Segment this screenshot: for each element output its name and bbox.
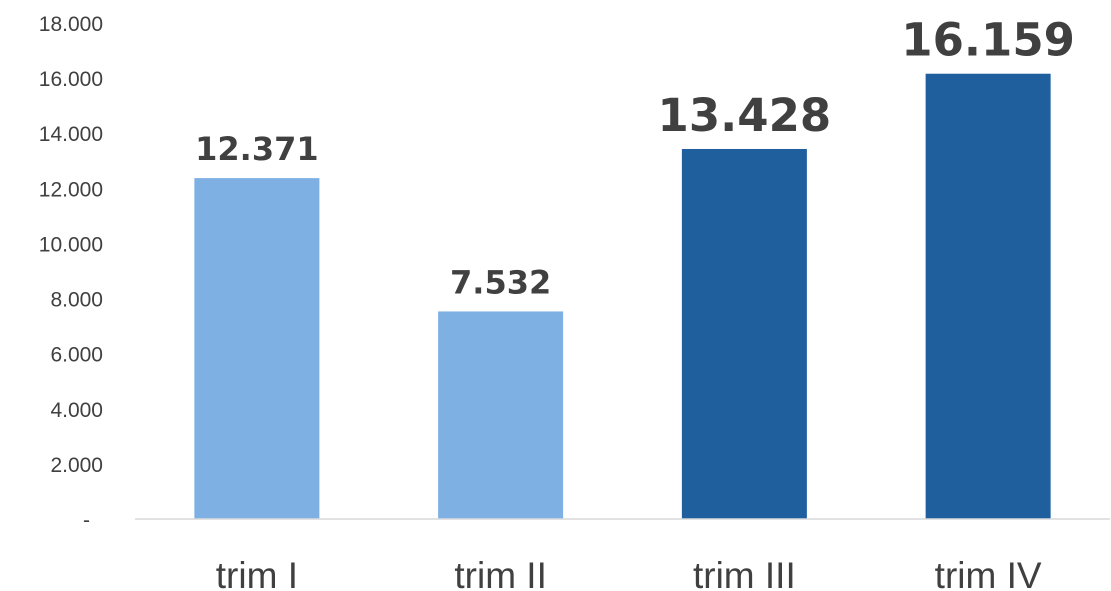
y-axis: - 2.000 4.000 6.000 8.000 10.000 12.000 14.000 1…	[39, 13, 103, 532]
x-tick-label: trim III	[693, 555, 796, 591]
y-tick-label: 8.000	[50, 289, 103, 312]
bar	[194, 178, 320, 519]
y-tick-label: 10.000	[39, 233, 103, 256]
bars	[194, 73, 1051, 520]
bar	[681, 148, 807, 519]
data-label: 16.159	[901, 14, 1075, 67]
x-axis: trim I trim II trim III trim IV	[216, 555, 1042, 591]
y-tick-label: 16.000	[39, 68, 103, 91]
data-label: 13.428	[658, 89, 832, 142]
y-tick-label: -	[83, 509, 90, 532]
y-tick-label: 14.000	[39, 123, 103, 146]
data-label: 12.371	[195, 130, 318, 168]
y-tick-label: 18.000	[39, 13, 103, 36]
x-tick-label: trim IV	[935, 555, 1042, 591]
bar	[438, 311, 564, 519]
x-tick-label: trim I	[216, 555, 298, 591]
y-tick-label: 2.000	[50, 454, 103, 477]
y-tick-label: 12.000	[39, 178, 103, 201]
bar	[925, 73, 1051, 520]
y-tick-label: 4.000	[50, 399, 103, 422]
data-label: 7.532	[450, 263, 551, 301]
data-labels: 12.371 7.532 13.428 16.159	[195, 14, 1075, 302]
x-tick-label: trim II	[454, 555, 546, 591]
y-tick-label: 6.000	[50, 344, 103, 367]
